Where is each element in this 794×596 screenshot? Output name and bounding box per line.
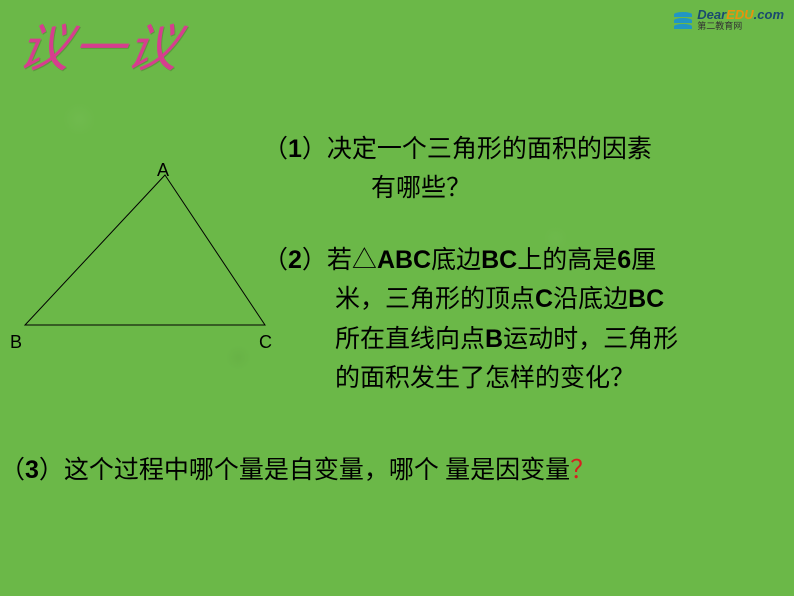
slide-title: 议一议: [13, 6, 188, 81]
question-3: （3）这个过程中哪个量是自变量，哪个 量是因变量？: [0, 452, 794, 490]
triangle-shape: [25, 175, 265, 325]
triangle-diagram: A B C: [10, 165, 270, 355]
triangle-svg: [10, 165, 280, 345]
question-1: （1）决定一个三角形的面积的因素 有哪些？: [263, 130, 783, 209]
logo-brand-dot: .com: [754, 7, 784, 22]
logo: DearEDU.com 第二教育网: [674, 8, 784, 32]
question-2: （2）若△ABC底边BC上的高是6厘 米，三角形的顶点C沿底边BC 所在直线向点…: [263, 241, 783, 399]
logo-brand-prefix: Dear: [697, 7, 726, 22]
logo-text: DearEDU.com 第二教育网: [697, 8, 784, 32]
logo-subtitle: 第二教育网: [697, 22, 784, 32]
content-area: （1）决定一个三角形的面积的因素 有哪些？ （2）若△ABC底边BC上的高是6厘…: [263, 130, 783, 431]
logo-brand-suffix: EDU: [726, 7, 753, 22]
vertex-label-b: B: [10, 332, 22, 353]
vertex-label-a: A: [157, 160, 169, 181]
logo-wave-icon: [674, 12, 692, 29]
